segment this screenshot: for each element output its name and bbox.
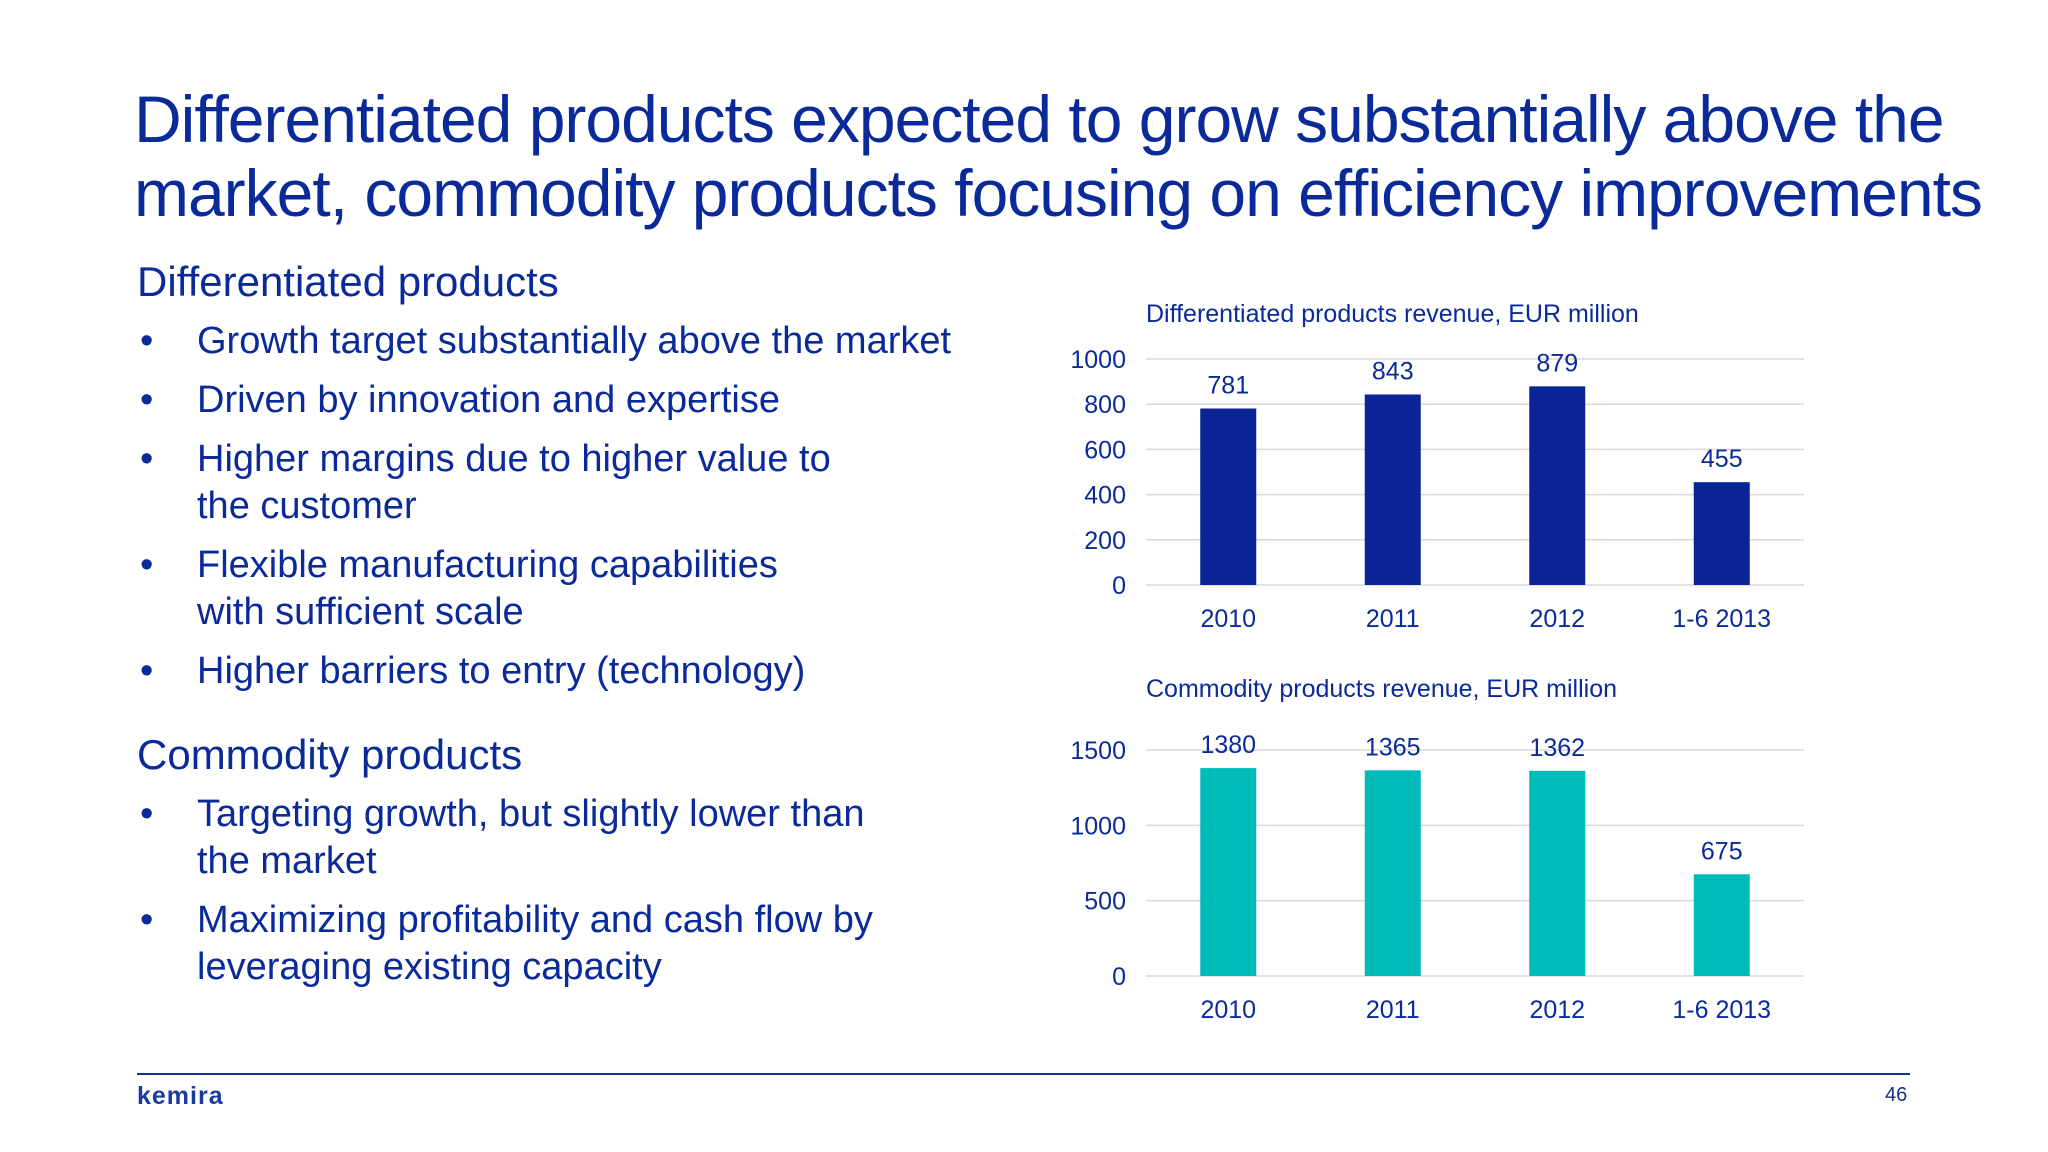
- bar: [1200, 408, 1257, 585]
- y-tick-label: 800: [1084, 391, 1126, 419]
- data-label: 1365: [1365, 733, 1421, 761]
- title-line-1: Differentiated products expected to grow…: [134, 82, 1945, 156]
- bullet-item: • Growth target substantially above the m…: [137, 318, 1097, 365]
- charts-area: Differentiated products revenue, EUR mil…: [1040, 288, 1840, 1057]
- differentiated-heading: Differentiated products: [137, 258, 559, 305]
- bullet-text: Targeting growth, but slightly lower tha…: [197, 793, 865, 882]
- bullet-text: Higher barriers to entry (technology): [197, 650, 806, 692]
- commodity-heading: Commodity products: [137, 731, 523, 778]
- y-tick-label: 400: [1084, 482, 1126, 510]
- x-tick-label: 1-6 2013: [1672, 605, 1771, 633]
- commodity-bullet-list: • Targeting growth, but slightly lower th…: [137, 791, 1037, 991]
- title-line-2: market, commodity products focusing on e…: [134, 156, 1983, 230]
- x-tick-label: 2010: [1200, 996, 1256, 1024]
- commodity-revenue-chart: Commodity products revenue, EUR million 0…: [1070, 675, 1804, 1024]
- bullet-icon: •: [140, 899, 154, 941]
- bullet-text: Higher margins due to higher value to th…: [197, 438, 831, 527]
- bullet-item: • Targeting growth, but slightly lower th…: [137, 791, 887, 885]
- bullet-icon: •: [140, 379, 154, 421]
- bullet-icon: •: [140, 438, 154, 480]
- data-label: 781: [1207, 371, 1249, 399]
- x-tick-label: 2012: [1529, 996, 1585, 1024]
- y-tick-label: 1000: [1070, 346, 1126, 374]
- differentiated-revenue-chart: Differentiated products revenue, EUR mil…: [1070, 300, 1804, 633]
- bar: [1693, 482, 1750, 585]
- bullet-item: • Maximizing profitability and cash flow …: [137, 897, 907, 991]
- bullet-item: • Higher barriers to entry (technology): [137, 648, 1097, 695]
- bullet-icon: •: [140, 544, 154, 586]
- bullet-item: • Driven by innovation and expertise: [137, 377, 1097, 424]
- x-tick-label: 2012: [1529, 605, 1585, 633]
- bullet-text: Driven by innovation and expertise: [197, 379, 781, 421]
- bullet-item: • Higher margins due to higher value to t…: [137, 436, 837, 530]
- bar: [1200, 768, 1257, 976]
- bullet-text: Growth target substantially above the ma…: [197, 320, 952, 362]
- data-label: 1380: [1200, 731, 1256, 759]
- x-tick-label: 2011: [1366, 996, 1420, 1024]
- data-label: 455: [1701, 445, 1743, 473]
- bar: [1364, 770, 1421, 976]
- y-tick-label: 0: [1112, 963, 1126, 991]
- bullet-icon: •: [140, 793, 154, 835]
- y-tick-label: 200: [1084, 527, 1126, 555]
- chart-title: Commodity products revenue, EUR million: [1146, 675, 1617, 703]
- bar: [1364, 394, 1421, 585]
- bullet-text: Flexible manufacturing capabilities with…: [197, 544, 778, 633]
- bullet-item: • Flexible manufacturing capabilities wit…: [137, 542, 837, 636]
- bullet-text: Maximizing profitability and cash flow b…: [197, 899, 873, 988]
- bullet-icon: •: [140, 320, 154, 362]
- y-tick-label: 600: [1084, 436, 1126, 464]
- x-tick-label: 1-6 2013: [1672, 996, 1771, 1024]
- data-label: 879: [1536, 349, 1578, 377]
- differentiated-bullet-list: • Growth target substantially above the m…: [137, 318, 1037, 695]
- footer-divider: [137, 1073, 1910, 1075]
- bar: [1529, 386, 1586, 585]
- y-tick-label: 1500: [1070, 737, 1126, 765]
- y-tick-label: 500: [1084, 888, 1126, 916]
- page-number: 46: [1885, 1084, 1908, 1106]
- bullet-icon: •: [140, 650, 154, 692]
- bar: [1693, 874, 1750, 976]
- x-tick-label: 2011: [1366, 605, 1420, 633]
- data-label: 1362: [1529, 734, 1585, 762]
- y-tick-label: 0: [1112, 572, 1126, 600]
- kemira-logo: kemira: [137, 1082, 224, 1110]
- data-label: 675: [1701, 837, 1743, 865]
- y-tick-label: 1000: [1070, 812, 1126, 840]
- x-tick-label: 2010: [1200, 605, 1256, 633]
- text-column: Differentiated products • Growth target s…: [137, 258, 1037, 1003]
- slide-title: Differentiated products expected to grow…: [134, 82, 2034, 230]
- data-label: 843: [1372, 357, 1414, 385]
- chart-title: Differentiated products revenue, EUR mil…: [1146, 300, 1639, 328]
- bar: [1529, 770, 1586, 976]
